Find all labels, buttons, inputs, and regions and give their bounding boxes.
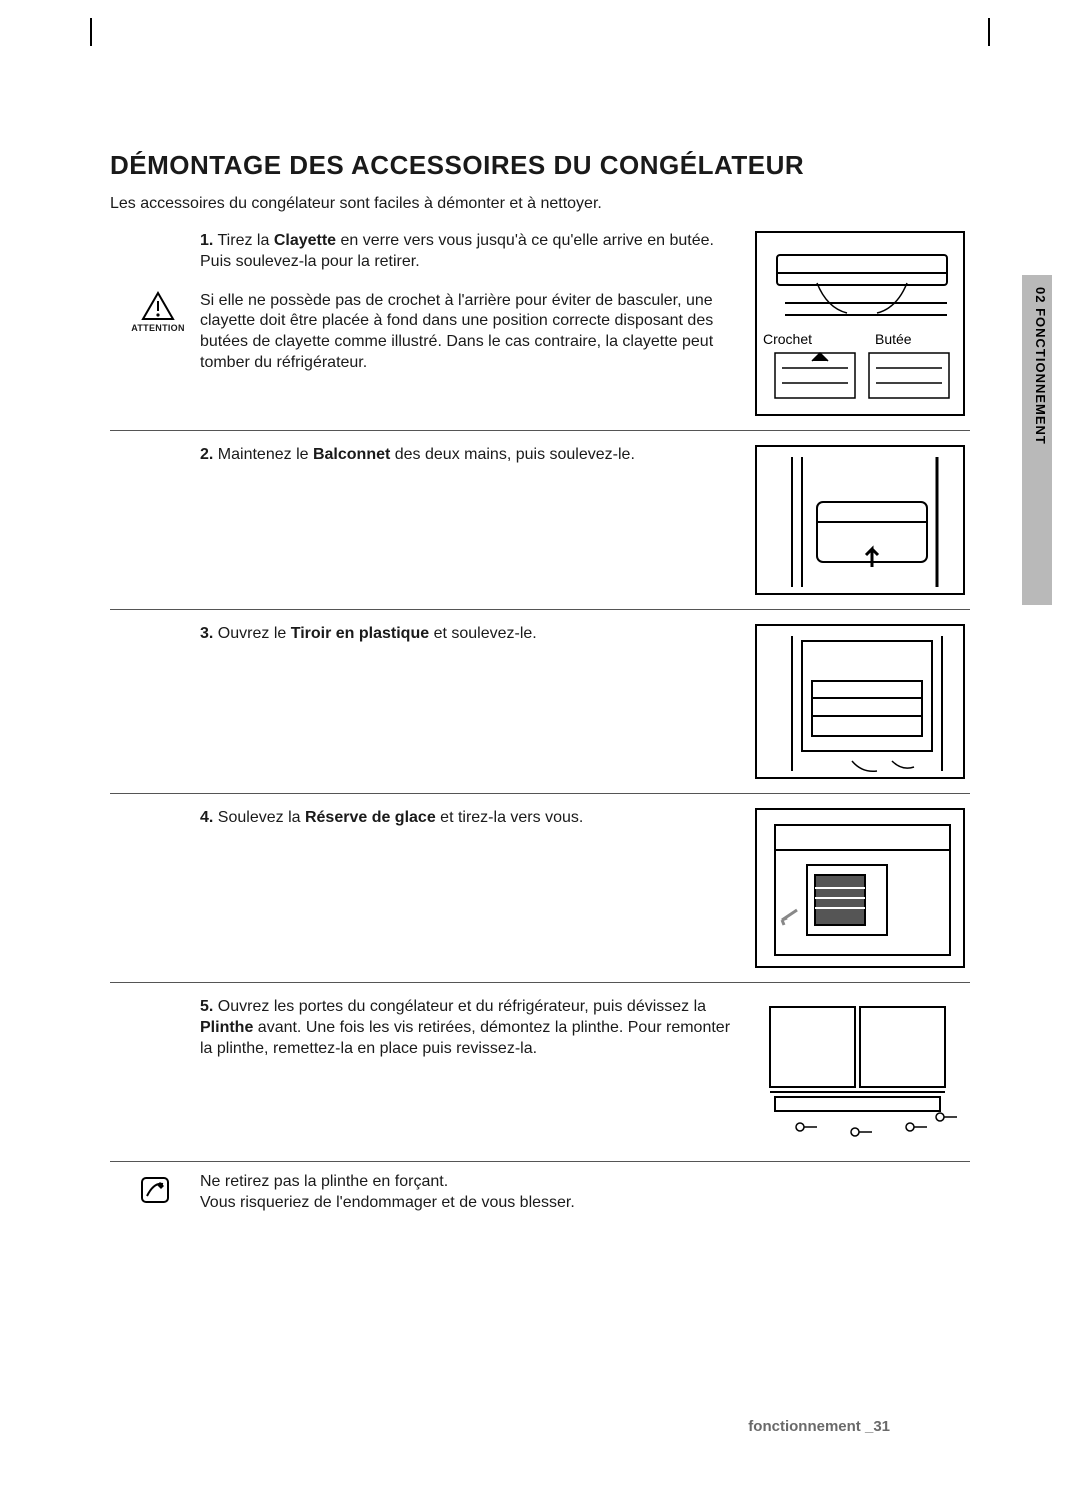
step-4-block: 4. Soulevez la Réserve de glace et tirez…: [110, 794, 970, 983]
step-1-text: 1. Tirez la Clayette en verre vers vous …: [200, 231, 750, 374]
fig1-label-right: Butée: [875, 331, 912, 347]
crop-mark: [90, 18, 92, 46]
attention-text: Si elle ne possède pas de crochet à l'ar…: [200, 291, 738, 374]
step-number: 1.: [200, 232, 213, 249]
step-1-block: 1. Tirez la Clayette en verre vers vous …: [110, 217, 970, 431]
step-text: Soulevez la Réserve de glace et tirez-la…: [218, 809, 584, 826]
step-3-block: 3. Ouvrez le Tiroir en plastique et soul…: [110, 610, 970, 794]
note-icon: [140, 1176, 170, 1204]
section-side-tab: 02 FONCTIONNEMENT: [1022, 275, 1052, 605]
figure-1: Crochet Butée: [750, 231, 970, 416]
side-tab-label: 02 FONCTIONNEMENT: [1026, 287, 1048, 445]
figure-4: [750, 808, 970, 968]
step-2-block: 2. Maintenez le Balconnet des deux mains…: [110, 431, 970, 610]
step-3-text: 3. Ouvrez le Tiroir en plastique et soul…: [200, 624, 750, 645]
step-number: 2.: [200, 446, 213, 463]
figure-5: [750, 997, 970, 1147]
step-number: 5.: [200, 998, 213, 1015]
note-text: Ne retirez pas la plinthe en forçant. Vo…: [200, 1172, 750, 1214]
note-block: Ne retirez pas la plinthe en forçant. Vo…: [110, 1162, 970, 1286]
page-title: DÉMONTAGE DES ACCESSOIRES DU CONGÉLATEUR: [110, 150, 970, 181]
figure-2: [750, 445, 970, 595]
footer-page-number: 31: [873, 1418, 890, 1435]
content-area: 1. Tirez la Clayette en verre vers vous …: [110, 217, 970, 1286]
fig1-label-left: Crochet: [763, 331, 812, 347]
footer-label: fonctionnement _: [748, 1418, 873, 1435]
note-line-2: Vous risqueriez de l'endommager et de vo…: [200, 1193, 738, 1214]
step-number: 3.: [200, 625, 213, 642]
step-text: Ouvrez les portes du congélateur et du r…: [200, 998, 730, 1057]
step-text: Maintenez le Balconnet des deux mains, p…: [218, 446, 635, 463]
attention-label: ATTENTION: [131, 323, 185, 335]
page-footer: fonctionnement _31: [748, 1418, 890, 1435]
intro-text: Les accessoires du congélateur sont faci…: [110, 195, 970, 213]
step-5-text: 5. Ouvrez les portes du congélateur et d…: [200, 997, 750, 1059]
manual-page: 02 FONCTIONNEMENT DÉMONTAGE DES ACCESSOI…: [0, 0, 1080, 1495]
figure-3: [750, 624, 970, 779]
note-line-1: Ne retirez pas la plinthe en forçant.: [200, 1172, 738, 1193]
step-text: Tirez la Clayette en verre vers vous jus…: [200, 232, 714, 270]
step-4-text: 4. Soulevez la Réserve de glace et tirez…: [200, 808, 750, 829]
step-text: Ouvrez le Tiroir en plastique et souleve…: [218, 625, 537, 642]
step-5-block: 5. Ouvrez les portes du congélateur et d…: [110, 983, 970, 1162]
step-number: 4.: [200, 809, 213, 826]
crop-mark: [988, 18, 990, 46]
attention-icon: [141, 291, 175, 321]
step-2-text: 2. Maintenez le Balconnet des deux mains…: [200, 445, 750, 466]
